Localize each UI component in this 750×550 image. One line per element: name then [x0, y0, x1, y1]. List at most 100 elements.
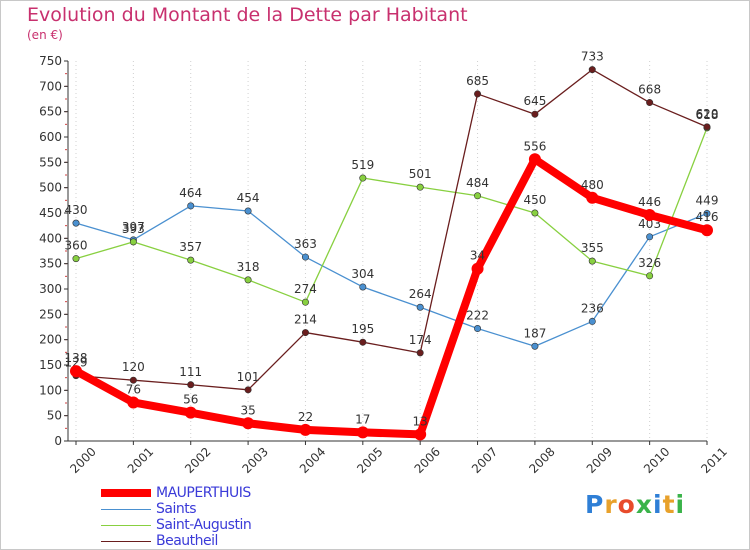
chart-unit: (en €): [27, 28, 63, 42]
data-label: 393: [122, 222, 145, 236]
logo-letter: t: [662, 490, 676, 519]
logo-letter: o: [617, 490, 636, 519]
data-label: 129: [65, 356, 88, 370]
proxiti-logo: Proxiti: [585, 490, 685, 519]
data-point: [646, 233, 654, 241]
data-label: 13: [413, 414, 428, 428]
x-tick-label: 2007: [469, 445, 500, 476]
y-tick-label: 750: [39, 54, 62, 68]
data-point: [528, 153, 541, 166]
x-tick-label: 2002: [182, 445, 213, 476]
y-tick-label: 150: [39, 358, 62, 372]
data-label: 618: [696, 108, 719, 122]
legend-swatch: [101, 541, 151, 542]
data-label: 304: [351, 267, 374, 281]
y-tick-label: 200: [39, 333, 62, 347]
data-point: [416, 183, 424, 191]
data-label: 620: [696, 107, 719, 121]
data-point: [301, 329, 309, 337]
data-point: [244, 276, 252, 284]
logo-letter: r: [604, 490, 618, 519]
x-tick-label: 2009: [584, 445, 615, 476]
data-label: 22: [298, 410, 313, 424]
data-label: 214: [294, 313, 317, 327]
data-label: 111: [179, 365, 202, 379]
data-point: [244, 386, 252, 394]
data-point: [471, 262, 484, 275]
data-label: 430: [65, 203, 88, 217]
y-tick-label: 100: [39, 383, 62, 397]
data-point: [184, 406, 197, 419]
data-point: [703, 210, 711, 218]
data-point: [588, 257, 596, 265]
legend-swatch: [101, 509, 151, 510]
x-tick-label: 2003: [239, 445, 270, 476]
data-point: [414, 428, 427, 441]
data-point: [531, 209, 539, 217]
data-label: 363: [294, 237, 317, 251]
data-point: [474, 192, 482, 200]
data-label: 501: [409, 167, 432, 181]
data-label: 668: [638, 83, 661, 97]
data-point: [187, 381, 195, 389]
data-label: 101: [237, 370, 260, 384]
y-tick-label: 700: [39, 79, 62, 93]
data-label: 138: [65, 351, 88, 365]
legend-label: Beautheil: [156, 533, 218, 549]
data-label: 454: [237, 191, 260, 205]
legend-label: MAUPERTHUIS: [156, 485, 251, 501]
data-label: 34: [470, 249, 485, 263]
data-label: 645: [523, 94, 546, 108]
data-point: [416, 349, 424, 357]
data-label: 397: [122, 220, 145, 234]
data-label: 17: [355, 412, 370, 426]
data-label: 480: [581, 178, 604, 192]
data-point: [301, 253, 309, 261]
data-label: 236: [581, 301, 604, 315]
data-label: 35: [240, 403, 255, 417]
y-tick-label: 650: [39, 105, 62, 119]
data-point: [646, 99, 654, 107]
data-point: [72, 255, 80, 263]
data-point: [359, 174, 367, 182]
y-tick-label: 300: [39, 282, 62, 296]
logo-letter: x: [635, 490, 653, 519]
data-point: [359, 283, 367, 291]
data-point: [588, 317, 596, 325]
data-label: 274: [294, 282, 317, 296]
data-point: [703, 123, 711, 131]
data-point: [474, 90, 482, 98]
legend-label: Saints: [156, 501, 197, 517]
data-point: [588, 66, 596, 74]
data-point: [643, 209, 656, 222]
data-label: 56: [183, 393, 198, 407]
x-tick-label: 2004: [297, 445, 328, 476]
data-label: 187: [523, 326, 546, 340]
logo-letter: P: [585, 490, 605, 519]
data-point: [531, 342, 539, 350]
data-point: [72, 219, 80, 227]
x-tick-label: 2000: [67, 445, 98, 476]
data-point: [129, 238, 137, 246]
data-label: 449: [696, 194, 719, 208]
data-point: [127, 396, 140, 409]
y-tick-label: 350: [39, 257, 62, 271]
y-tick-label: 400: [39, 231, 62, 245]
data-label: 484: [466, 176, 489, 190]
y-tick-label: 450: [39, 206, 62, 220]
data-label: 355: [581, 241, 604, 255]
data-label: 685: [466, 74, 489, 88]
series-line: [72, 155, 711, 439]
data-label: 464: [179, 186, 202, 200]
data-label: 174: [409, 333, 432, 347]
y-tick-label: 250: [39, 307, 62, 321]
data-point: [586, 191, 599, 204]
legend-swatch: [101, 489, 151, 497]
y-tick-label: 500: [39, 181, 62, 195]
x-tick-label: 2005: [354, 445, 385, 476]
data-point: [187, 202, 195, 210]
data-label: 519: [351, 158, 374, 172]
series-line: [75, 68, 708, 391]
data-label: 76: [126, 382, 141, 396]
